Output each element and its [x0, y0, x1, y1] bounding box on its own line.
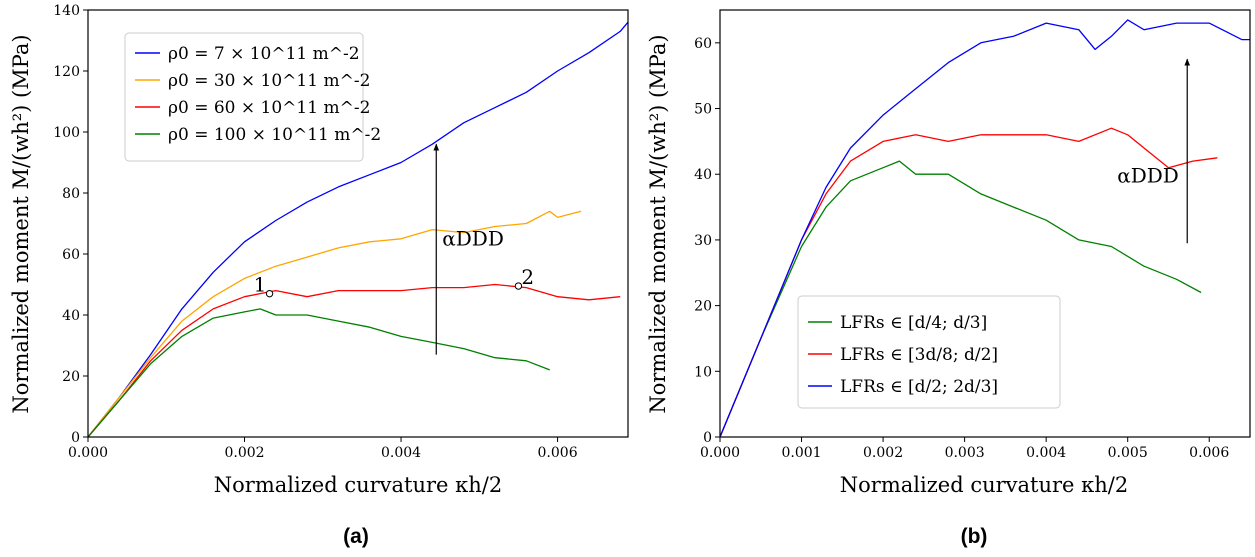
chart-a-legend-label-0: ρ0 = 7 × 10^11 m^-2	[168, 44, 360, 64]
chart-b: 0.000 0.001 0.002 0.003 0.004 0.005 0.006 0 10 20…	[646, 9, 1251, 548]
chart-a-annotations: 1 2 αDDD	[254, 143, 534, 355]
chart-b-panel-label: (b)	[961, 525, 988, 548]
chart-a-xtick-label-0: 0.000	[68, 445, 108, 461]
chart-a-ytick-label-1: 20	[62, 369, 80, 385]
chart-b-legend-box	[797, 295, 1061, 409]
chart-a-series-line-1	[88, 210, 582, 437]
chart-b-ytick-label-1: 10	[694, 364, 712, 380]
chart-a-xtick-label-3: 0.006	[538, 445, 578, 461]
chart-b-ticks: 0.000 0.001 0.002 0.003 0.004 0.005 0.006 0 10 20…	[694, 36, 1229, 461]
chart-a-ytick-label-0: 0	[71, 430, 80, 446]
chart-a-plot-area	[88, 21, 628, 437]
chart-a-legend-box	[124, 32, 364, 162]
chart-b-xtick-label-4: 0.004	[1026, 445, 1066, 461]
chart-a-point-label-2: 2	[521, 265, 534, 289]
chart-b-xtick-label-0: 0.000	[700, 445, 740, 461]
chart-a-point-marker-2	[514, 282, 523, 290]
chart-b-xtick-label-1: 0.001	[781, 445, 821, 461]
chart-b-legend: LFRs ∈ [d/4; d/3] LFRs ∈ [3d/8; d/2] LFR…	[797, 295, 1061, 409]
chart-a-frame	[87, 9, 629, 438]
chart-b-legend-label-2: LFRs ∈ [d/2; 2d/3]	[840, 377, 998, 397]
chart-a-legend-label-3: ρ0 = 100 × 10^11 m^-2	[168, 125, 381, 145]
chart-b-plot-area	[720, 19, 1250, 437]
chart-a-panel-label: (a)	[343, 525, 369, 548]
chart-a-series-line-0	[88, 21, 628, 437]
chart-a-ytick-label-2: 40	[62, 308, 80, 324]
chart-a-series-line-3	[88, 308, 550, 437]
chart-b-xtick-label-6: 0.006	[1189, 445, 1229, 461]
chart-b-xtick-label-3: 0.003	[945, 445, 985, 461]
chart-b-frame	[719, 9, 1251, 438]
chart-b-xlabel: Normalized curvature κh/2	[840, 473, 1128, 497]
chart-a-xtick-label-1: 0.002	[224, 445, 264, 461]
chart-a-legend: ρ0 = 7 × 10^11 m^-2 ρ0 = 30 × 10^11 m^-2…	[124, 32, 381, 162]
chart-a-legend-label-2: ρ0 = 60 × 10^11 m^-2	[168, 98, 370, 118]
chart-b-xtick-label-5: 0.005	[1108, 445, 1148, 461]
chart-a-ytick-label-3: 60	[62, 247, 80, 263]
chart-b-xtick-label-2: 0.002	[863, 445, 903, 461]
chart-a-legend-label-1: ρ0 = 30 × 10^11 m^-2	[168, 71, 370, 91]
chart-a-ticks: 0.000 0.002 0.004 0.006 0 20 40 60 80 100 120 140	[53, 3, 577, 461]
chart-b-ytick-label-4: 40	[694, 167, 712, 183]
chart-b-series-line-1	[720, 127, 1218, 437]
chart-a-ytick-label-5: 100	[53, 125, 80, 141]
chart-a-ytick-label-7: 140	[53, 3, 80, 19]
chart-b-series-line-2	[720, 19, 1250, 437]
chart-b-series-line-0	[720, 160, 1202, 437]
chart-b-ytick-label-6: 60	[694, 36, 712, 52]
chart-b-annotations: αDDD	[1117, 58, 1191, 244]
chart-a-ytick-label-6: 120	[53, 64, 80, 80]
chart-b-alpha-label: αDDD	[1117, 164, 1179, 188]
chart-b-ylabel: Normalized moment M/(wh²) (MPa)	[646, 34, 670, 413]
chart-b-ytick-label-3: 30	[694, 233, 712, 249]
chart-a-ytick-label-4: 80	[62, 186, 80, 202]
chart-a-xtick-label-2: 0.004	[381, 445, 421, 461]
chart-a: 0.000 0.002 0.004 0.006 0 20 40 60 80 100 120 140 N…	[9, 3, 629, 548]
chart-b-ytick-label-5: 50	[694, 102, 712, 118]
chart-a-ylabel: Normalized moment M/(wh²) (MPa)	[9, 34, 33, 413]
chart-b-legend-label-1: LFRs ∈ [3d/8; d/2]	[840, 345, 998, 365]
chart-b-ytick-label-0: 0	[703, 430, 712, 446]
chart-b-ytick-label-2: 20	[694, 299, 712, 315]
chart-a-point-label-1: 1	[254, 273, 267, 297]
chart-a-series-line-2	[88, 283, 621, 437]
chart-a-alpha-label: αDDD	[442, 226, 504, 250]
chart-a-point-marker-1	[265, 289, 274, 298]
chart-b-legend-label-0: LFRs ∈ [d/4; d/3]	[840, 313, 987, 333]
chart-a-xlabel: Normalized curvature κh/2	[214, 473, 502, 497]
